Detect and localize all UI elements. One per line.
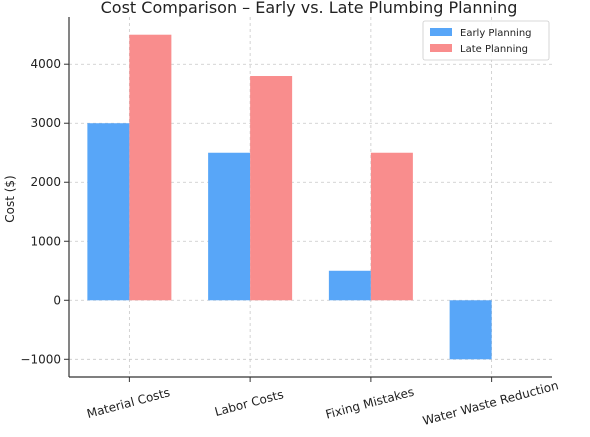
bar-early-0 [87, 123, 130, 301]
y-tick-label: 3000 [30, 116, 61, 130]
bars [87, 34, 492, 360]
legend: Early Planning Late Planning [422, 20, 550, 61]
legend-label-early: Early Planning [460, 28, 532, 39]
bar-late-1 [250, 76, 293, 301]
bar-early-1 [208, 152, 251, 301]
bar-late-2 [370, 152, 413, 301]
y-tick-label: 0 [53, 293, 61, 307]
bar-early-3 [449, 300, 492, 360]
legend-label-late: Late Planning [460, 44, 528, 55]
x-tick-label: Material Costs [85, 385, 171, 421]
y-tick-label: 2000 [30, 175, 61, 189]
axes [68, 17, 552, 378]
legend-swatch-late [430, 44, 452, 52]
legend-swatch-early [430, 28, 452, 36]
y-tick-label: 1000 [30, 234, 61, 248]
x-tick-label: Water Waste Reduction [421, 378, 560, 428]
y-ticks: −1000 0 1000 2000 3000 4000 [20, 57, 69, 366]
x-tick-label: Fixing Mistakes [324, 385, 416, 422]
x-ticks: Material Costs Labor Costs Fixing Mistakes… [85, 377, 560, 428]
y-axis-label: Cost ($) [3, 175, 17, 223]
x-tick-label: Labor Costs [213, 387, 285, 419]
chart-title: Cost Comparison – Early vs. Late Plumbin… [101, 0, 518, 17]
bar-late-0 [129, 34, 172, 301]
bar-early-2 [328, 270, 371, 301]
legend-box [422, 20, 550, 61]
y-tick-label: −1000 [20, 352, 61, 366]
y-tick-label: 4000 [30, 57, 61, 71]
